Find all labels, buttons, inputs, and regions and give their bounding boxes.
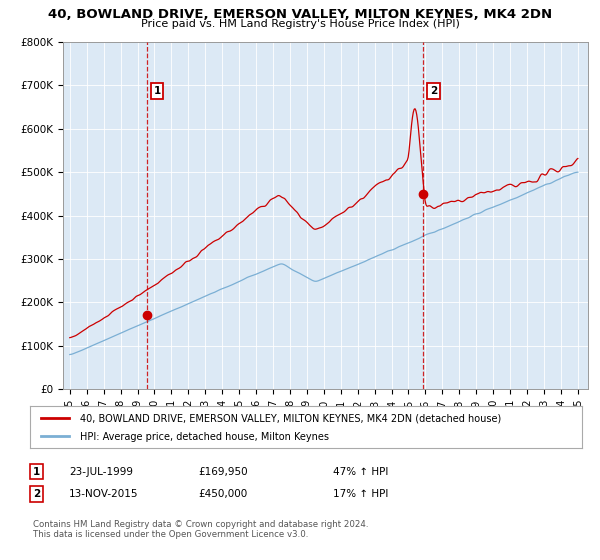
Text: 1: 1 (33, 466, 40, 477)
Text: Contains HM Land Registry data © Crown copyright and database right 2024.
This d: Contains HM Land Registry data © Crown c… (33, 520, 368, 539)
Text: £450,000: £450,000 (198, 489, 247, 499)
Text: 2: 2 (33, 489, 40, 499)
Text: 17% ↑ HPI: 17% ↑ HPI (333, 489, 388, 499)
Text: £169,950: £169,950 (198, 466, 248, 477)
Text: 47% ↑ HPI: 47% ↑ HPI (333, 466, 388, 477)
Text: Price paid vs. HM Land Registry's House Price Index (HPI): Price paid vs. HM Land Registry's House … (140, 19, 460, 29)
Text: 2: 2 (430, 86, 437, 96)
Text: 13-NOV-2015: 13-NOV-2015 (69, 489, 139, 499)
Text: 23-JUL-1999: 23-JUL-1999 (69, 466, 133, 477)
Text: 40, BOWLAND DRIVE, EMERSON VALLEY, MILTON KEYNES, MK4 2DN: 40, BOWLAND DRIVE, EMERSON VALLEY, MILTO… (48, 8, 552, 21)
Text: 40, BOWLAND DRIVE, EMERSON VALLEY, MILTON KEYNES, MK4 2DN (detached house): 40, BOWLAND DRIVE, EMERSON VALLEY, MILTO… (80, 414, 501, 423)
Text: 1: 1 (154, 86, 161, 96)
Text: HPI: Average price, detached house, Milton Keynes: HPI: Average price, detached house, Milt… (80, 432, 329, 442)
